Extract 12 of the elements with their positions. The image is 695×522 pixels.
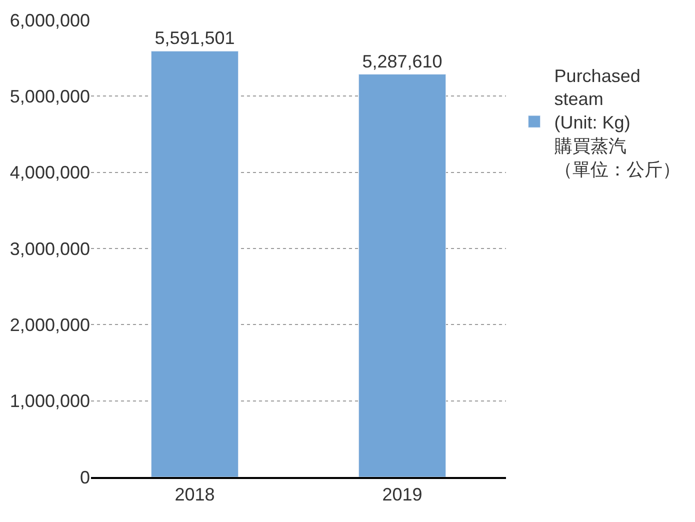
y-tick-label: 6,000,000: [10, 10, 90, 30]
y-tick-label: 0: [80, 467, 90, 488]
y-tick-label: 3,000,000: [10, 238, 90, 259]
x-tick-label: 2018: [174, 484, 215, 504]
x-tick-label: 2019: [382, 484, 422, 504]
y-tick-label: 4,000,000: [10, 162, 90, 183]
data-label: 5,591,501: [154, 28, 235, 48]
legend-label: Purchased steam (Unit: Kg) 購買蒸汽（單位：公斤）: [554, 66, 680, 180]
y-tick-label: 5,000,000: [10, 86, 90, 106]
y-tick-label: 2,000,000: [10, 314, 90, 335]
y-tick-label: 1,000,000: [10, 391, 90, 412]
data-label: 5,287,610: [362, 51, 442, 72]
